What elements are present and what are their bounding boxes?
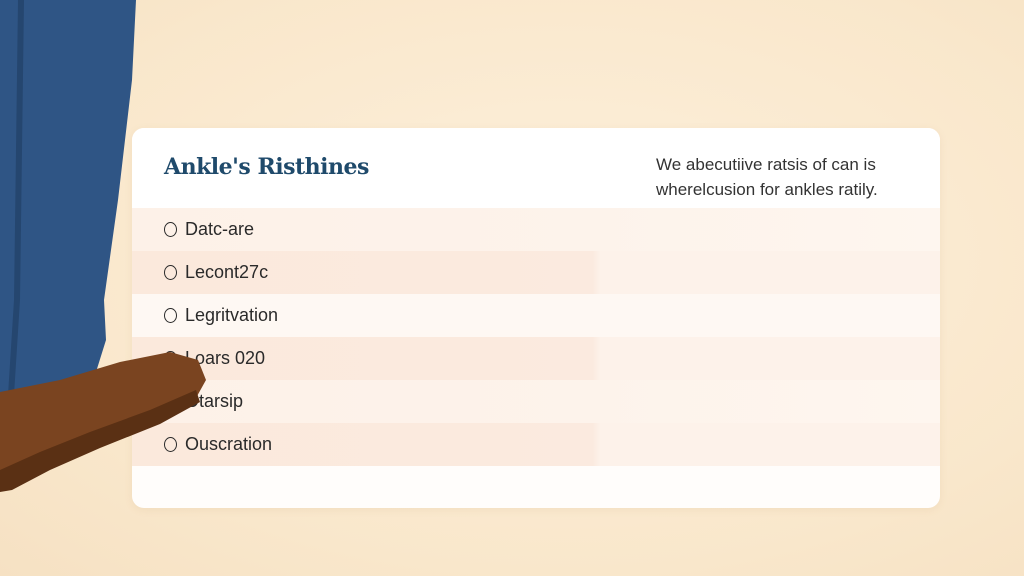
card-header: Ankle's Risthines We abecutiive ratsis o… — [132, 128, 940, 208]
leg-with-shoe-illustration — [0, 0, 206, 492]
card-title: Ankle's Risthines — [164, 154, 369, 180]
radio-icon[interactable] — [164, 437, 177, 452]
option-row[interactable]: Lecont27c — [132, 251, 940, 294]
description-line: wherelcusion for ankles ratily. — [656, 180, 878, 199]
option-row[interactable]: Ouscration — [132, 423, 940, 466]
card-description: We abecutiive ratsis of can is wherelcus… — [656, 152, 878, 202]
radio-icon[interactable] — [164, 308, 177, 323]
pants-seam — [8, 0, 24, 395]
description-line: We abecutiive ratsis of can is — [656, 155, 876, 174]
option-row[interactable]: Loars 020 — [132, 337, 940, 380]
option-label: Otarsip — [185, 391, 244, 411]
radio-icon[interactable] — [164, 222, 177, 237]
option-list: Datc-are Lecont27c Legritvation Loars 02… — [132, 208, 940, 466]
info-card: Ankle's Risthines We abecutiive ratsis o… — [132, 128, 940, 508]
option-row[interactable]: Datc-are — [132, 208, 940, 251]
option-label: Datc-are — [185, 219, 255, 239]
option-label: Legritvation — [185, 305, 279, 325]
radio-icon[interactable] — [164, 265, 177, 280]
option-row[interactable]: Otarsip — [132, 380, 940, 423]
option-label: Lecont27c — [185, 262, 269, 282]
shoe-sole — [0, 390, 200, 492]
option-row[interactable]: Legritvation — [132, 294, 940, 337]
option-label: Loars 020 — [185, 348, 266, 368]
option-label: Ouscration — [185, 434, 273, 454]
pants-leg — [0, 0, 136, 398]
